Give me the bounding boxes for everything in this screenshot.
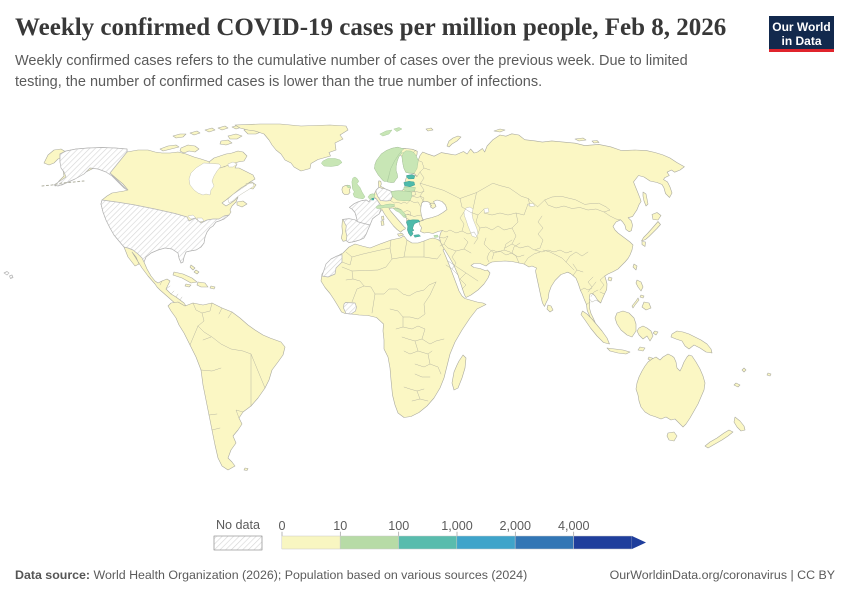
svg-text:10: 10 — [333, 519, 347, 533]
svg-text:100: 100 — [388, 519, 409, 533]
svg-text:2,000: 2,000 — [500, 519, 532, 533]
svg-text:1,000: 1,000 — [441, 519, 473, 533]
svg-text:4,000: 4,000 — [558, 519, 590, 533]
svg-text:0: 0 — [278, 519, 285, 533]
svg-text:No data: No data — [216, 518, 260, 532]
